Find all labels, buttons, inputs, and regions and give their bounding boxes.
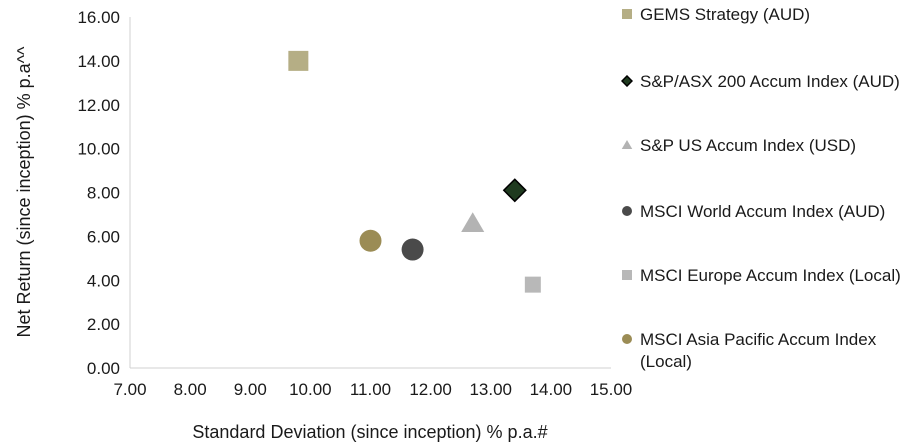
- legend-label: MSCI World Accum Index (AUD): [640, 202, 886, 221]
- y-tick-label: 16.00: [77, 8, 120, 27]
- data-point-4: [401, 238, 424, 261]
- legend-symbol: [622, 9, 632, 19]
- y-tick-label: 2.00: [87, 315, 120, 334]
- data-point-6: [359, 229, 382, 252]
- x-tick-labels: 7.00 8.00 9.00 10.00 11.00 12.00 13.00 14.00 15.…: [113, 380, 632, 399]
- legend-label: S&P/ASX 200 Accum Index (AUD): [640, 72, 900, 91]
- y-axis-title: Net Return (since inception) % p.a^^: [14, 46, 34, 338]
- y-tick-label: 12.00: [77, 96, 120, 115]
- y-tick-label: 0.00: [87, 359, 120, 378]
- x-tick-label: 11.00: [350, 380, 391, 399]
- legend-label: GEMS Strategy (AUD): [640, 5, 811, 24]
- data-point-2: [502, 178, 527, 203]
- legend-marker-icon: [620, 71, 634, 91]
- legend-label: S&P US Accum Index (USD): [640, 136, 857, 155]
- y-tick-label: 8.00: [87, 184, 120, 203]
- legend-item-1: GEMS Strategy (AUD): [620, 4, 908, 26]
- data-point-1: [288, 50, 309, 71]
- legend-label: MSCI Asia Pacific Accum Index (Local): [640, 330, 877, 371]
- legend-item-3: S&P US Accum Index (USD): [620, 135, 908, 157]
- legend-item-6: MSCI Asia Pacific Accum Index (Local): [620, 329, 908, 373]
- x-tick-label: 14.00: [530, 380, 573, 399]
- data-point-3: [461, 212, 485, 233]
- x-tick-label: 10.00: [289, 380, 332, 399]
- x-axis-title: Standard Deviation (since inception) % p…: [192, 422, 547, 442]
- x-tick-label: 7.00: [113, 380, 146, 399]
- legend-item-4: MSCI World Accum Index (AUD): [620, 201, 908, 223]
- axes: [129, 17, 611, 369]
- y-tick-label: 6.00: [87, 227, 120, 246]
- y-tick-label: 14.00: [77, 52, 120, 71]
- legend-symbol: [622, 334, 632, 344]
- x-tick-label: 13.00: [469, 380, 512, 399]
- legend-symbol: [621, 75, 633, 87]
- legend-item-2: S&P/ASX 200 Accum Index (AUD): [620, 71, 908, 93]
- legend-marker-icon: [620, 4, 634, 24]
- legend-marker-icon: [620, 265, 634, 285]
- y-tick-label: 10.00: [77, 140, 120, 159]
- x-tick-label: 8.00: [174, 380, 207, 399]
- y-tick-labels: 0.00 2.00 4.00 6.00 8.00 10.00 12.00 14.00 16.00: [77, 8, 120, 378]
- legend-symbol: [621, 140, 633, 149]
- legend-label: MSCI Europe Accum Index (Local): [640, 266, 901, 285]
- legend-marker-icon: [620, 201, 634, 221]
- x-tick-label: 9.00: [234, 380, 267, 399]
- x-tick-label: 15.00: [590, 380, 633, 399]
- data-points: [288, 50, 541, 293]
- legend-marker-icon: [620, 135, 634, 155]
- legend-marker-icon: [620, 329, 634, 349]
- x-tick-label: 12.00: [409, 380, 452, 399]
- y-tick-label: 4.00: [87, 271, 120, 290]
- data-point-5: [524, 276, 541, 293]
- legend-symbol: [622, 270, 632, 280]
- legend-symbol: [622, 206, 632, 216]
- legend-item-5: MSCI Europe Accum Index (Local): [620, 265, 908, 287]
